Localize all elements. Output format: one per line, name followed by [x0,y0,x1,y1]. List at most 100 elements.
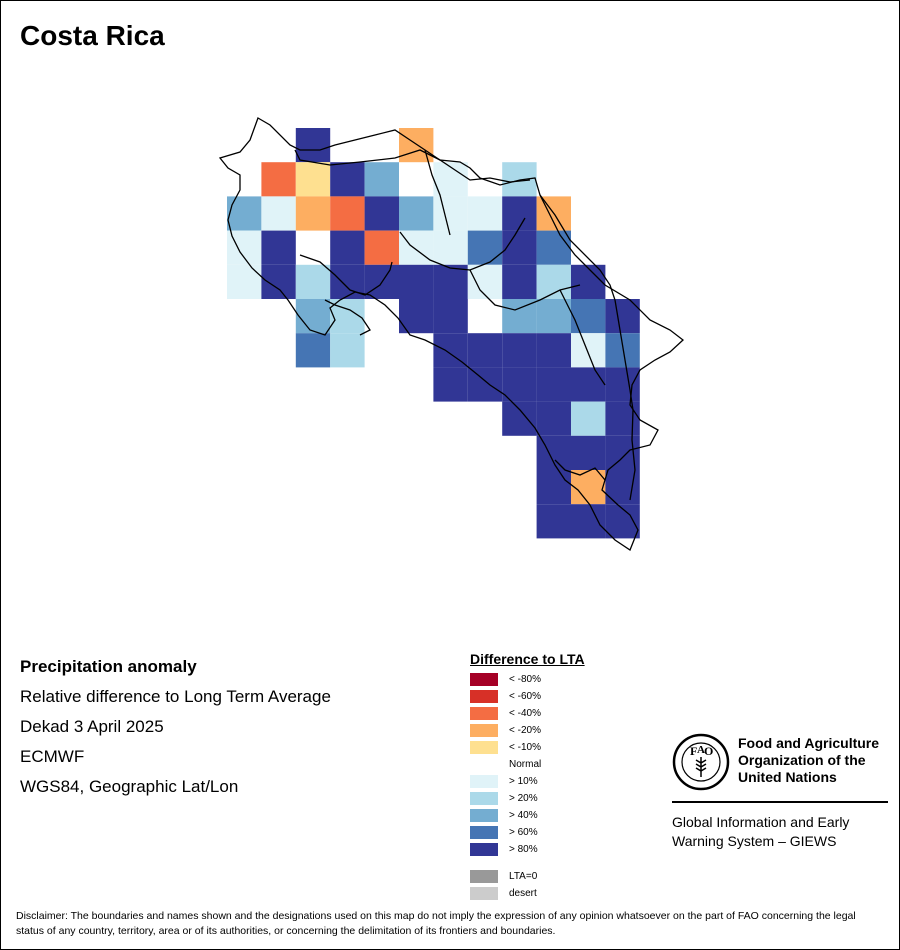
panama-border [539,194,636,501]
legend-item-row: > 10% [470,774,585,791]
legend-item-swatch [470,724,498,737]
fao-divider [672,801,888,803]
svg-text:A: A [697,744,705,756]
legend-extra-item-label: desert [509,888,537,899]
anomaly-cell [502,162,537,197]
anomaly-cell [467,264,503,299]
giews-line-2: Warning System – GIEWS [672,833,837,849]
anomaly-cell [330,162,365,197]
legend: Difference to LTA < -80% < -60% < -40% < -2… [470,651,585,903]
anomaly-cell [295,264,331,299]
anomaly-cell [571,504,606,539]
legend-item-label: > 60% [509,827,538,838]
anomaly-cell [433,162,468,197]
anomaly-cell [536,504,571,539]
legend-item-swatch [470,673,498,686]
anomaly-cell [502,264,537,299]
anomaly-cell [467,230,503,265]
info-subheading: Relative difference to Long Term Average [20,687,331,706]
anomaly-cell [536,435,571,470]
map-title: Costa Rica [20,20,165,51]
legend-item-label: Normal [509,759,542,770]
legend-item-row: > 40% [470,808,585,825]
legend-extra-item-label: LTA=0 [509,871,538,882]
anomaly-cell [399,230,434,265]
anomaly-cell [399,264,434,299]
anomaly-cell [536,367,571,402]
anomaly-cell [330,264,365,299]
legend-item-label: < -60% [509,691,541,702]
legend-item-row: < -20% [470,723,585,740]
legend-item-row: Normal [470,757,585,774]
fao-emblem-icon: F O A [672,733,730,791]
svg-text:O: O [704,744,713,758]
anomaly-cell [536,401,571,436]
giews-name: Global Information and Early Warning Sys… [672,813,888,851]
legend-item-label: > 10% [509,776,538,787]
anomaly-cell [502,299,537,334]
legend-item-label: < -20% [509,725,541,736]
anomaly-cell [536,333,571,368]
province-line-3 [559,289,606,386]
anomaly-cell [502,333,537,368]
anomaly-cell [295,128,331,163]
legend-item-row: < -80% [470,672,585,689]
legend-extra-item-row: desert [470,886,585,903]
legend-item-label: < -80% [509,674,541,685]
anomaly-cell [571,435,606,470]
legend-item-row: > 20% [470,791,585,808]
anomaly-cell [502,230,537,265]
anomaly-cell [330,230,365,265]
anomaly-cell [399,299,434,334]
anomaly-cell [433,367,468,402]
legend-items: < -80% < -60% < -40% < -20% < -10% Normal > 10… [470,672,585,859]
anomaly-cell [536,470,571,505]
nicaragua-border [294,149,531,183]
anomaly-cell [261,230,296,265]
anomaly-cell [399,128,434,163]
gulf-of-nicoya [299,254,393,296]
map-info: Precipitation anomaly Relative differenc… [20,656,331,806]
legend-item-label: > 40% [509,810,538,821]
anomaly-cell [605,401,640,436]
anomaly-cell [502,401,537,436]
anomaly-cell [605,367,640,402]
fao-organization-name: Food and Agriculture Organization of the… [738,735,888,786]
svg-text:F: F [690,744,697,758]
legend-item-swatch [470,809,498,822]
legend-item-swatch [470,741,498,754]
anomaly-cell [261,196,296,231]
legend-item-row: < -40% [470,706,585,723]
anomaly-cell [433,230,468,265]
anomaly-cell [330,333,365,368]
anomaly-cell [433,196,468,231]
legend-item-row: > 60% [470,825,585,842]
province-line-4 [424,149,451,236]
anomaly-grid [227,128,640,539]
anomaly-cell [364,230,399,265]
country-outline [218,117,685,551]
info-period: Dekad 3 April 2025 [20,717,164,736]
anomaly-cell [364,196,399,231]
anomaly-cell [571,470,606,505]
anomaly-cell [467,333,503,368]
legend-item-label: > 80% [509,844,538,855]
anomaly-cell [467,367,503,402]
anomaly-cell [571,367,606,402]
anomaly-cell [605,333,640,368]
anomaly-cell [295,196,331,231]
legend-extra-item-swatch [470,870,498,883]
coastline [218,117,685,551]
giews-line-1: Global Information and Early [672,814,850,830]
anomaly-cell [295,162,331,197]
anomaly-cell [364,162,399,197]
fao-org-line-2: Organization of the [738,752,866,768]
anomaly-cell [433,299,468,334]
info-source: ECMWF [20,747,85,766]
legend-item-swatch [470,843,498,856]
info-projection: WGS84, Geographic Lat/Lon [20,777,239,796]
anomaly-cell [261,264,296,299]
disclaimer: Disclaimer: The boundaries and names sho… [16,910,856,937]
legend-item-label: > 20% [509,793,538,804]
legend-item-row: > 80% [470,842,585,859]
